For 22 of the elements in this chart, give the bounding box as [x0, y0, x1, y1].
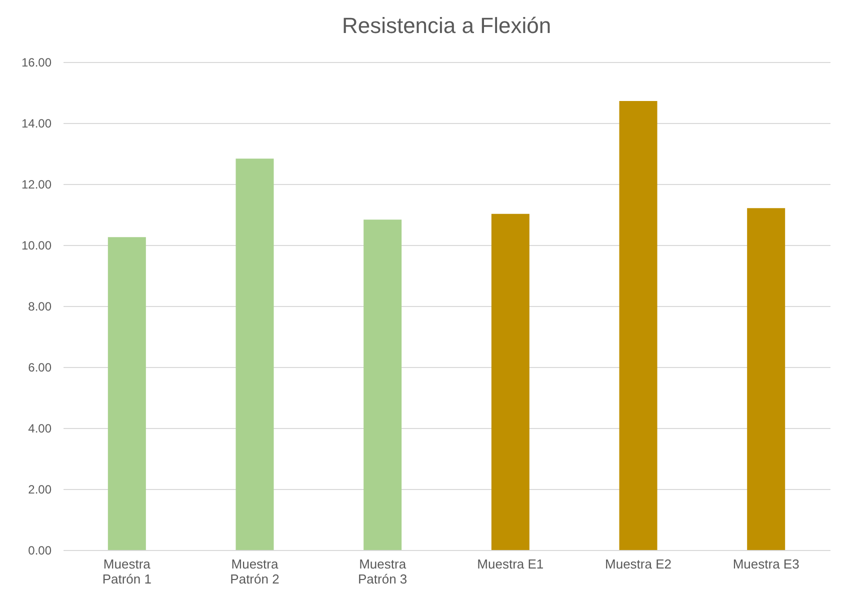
x-tick-label: Muestra Patrón 1: [102, 556, 152, 586]
y-tick-label: 12.00: [21, 178, 52, 192]
bar: [364, 220, 402, 550]
chart-title: Resistencia a Flexión: [342, 13, 552, 38]
y-tick-label: 0.00: [28, 544, 52, 558]
y-tick-label: 14.00: [21, 116, 52, 130]
y-tick-label: 2.00: [28, 482, 52, 496]
x-tick-label: Muestra Patrón 3: [358, 556, 408, 586]
x-tick-label: Muestra Patrón 2: [230, 556, 280, 586]
bar: [491, 214, 530, 550]
y-tick-label: 8.00: [28, 300, 52, 314]
bar: [108, 237, 146, 550]
bar: [747, 208, 786, 550]
x-tick-label: Muestra E3: [732, 556, 800, 572]
x-tick-label: Muestra E1: [477, 556, 544, 572]
y-tick-label: 10.00: [21, 238, 52, 252]
x-tick-label: Muestra E2: [605, 556, 672, 572]
bar: [236, 158, 274, 550]
y-tick-label: 4.00: [28, 422, 52, 436]
y-tick-label: 6.00: [28, 360, 52, 374]
y-tick-label: 16.00: [21, 56, 52, 70]
bar: [619, 101, 658, 550]
